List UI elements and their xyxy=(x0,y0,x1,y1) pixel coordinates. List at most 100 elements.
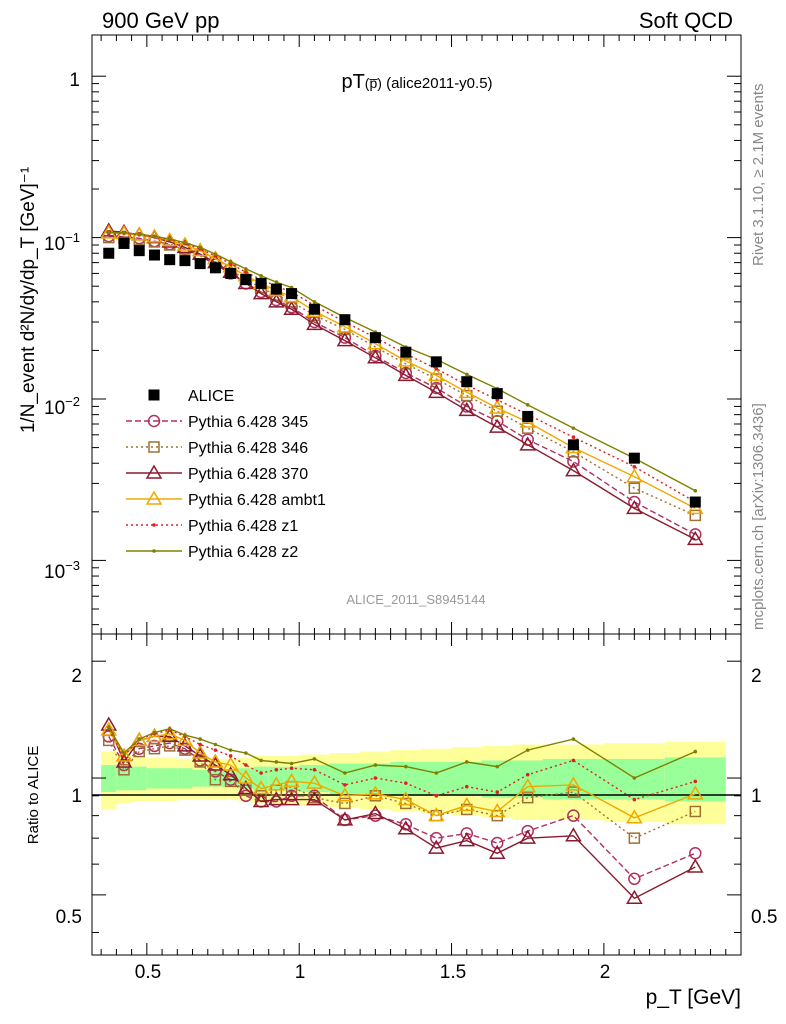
ratio-frame xyxy=(91,633,742,956)
ratio-series-group xyxy=(100,716,704,905)
ratio-point-5 xyxy=(106,725,111,730)
side-text-top: Rivet 3.1.10, ≥ 2.1M events xyxy=(750,84,767,267)
ratio-point-5 xyxy=(167,726,172,731)
ratio-point-1 xyxy=(118,764,130,776)
xtick-label-2: 2 xyxy=(600,962,611,983)
main-title-prefix: pT xyxy=(341,71,364,93)
alice-data-point xyxy=(491,388,503,400)
ratio-point-1 xyxy=(133,745,145,758)
legend-label: Pythia 6.428 370 xyxy=(188,466,308,483)
ratio-point-3 xyxy=(207,753,224,768)
band-inner xyxy=(101,765,117,793)
data-point-3 xyxy=(397,352,415,367)
ratio-point-5 xyxy=(122,751,126,755)
legend-label: Pythia 6.428 z1 xyxy=(188,518,298,535)
alice-data-point xyxy=(286,288,298,300)
series-line-0 xyxy=(108,235,696,536)
ratio-point-4 xyxy=(571,758,576,763)
ytick-label-e1: 10−1 xyxy=(44,230,80,255)
ratio-point-2 xyxy=(458,832,476,847)
alice-data-point xyxy=(164,254,176,266)
main-series-group xyxy=(100,222,704,546)
data-point-5 xyxy=(312,300,317,304)
ratio-point-3 xyxy=(237,769,255,784)
data-point-0 xyxy=(689,528,702,541)
legend-marker xyxy=(152,549,156,553)
data-point-4 xyxy=(571,435,576,439)
data-point-2 xyxy=(367,349,384,364)
data-point-2 xyxy=(252,285,270,300)
ytick-label-e3: 10−3 xyxy=(44,558,80,583)
data-point-2 xyxy=(427,383,445,399)
ratio-point-1 xyxy=(521,791,534,804)
ratio-point-2 xyxy=(488,844,506,860)
data-point-0 xyxy=(430,381,443,395)
ratio-point-2 xyxy=(207,756,224,771)
band-inner xyxy=(253,766,269,791)
band-inner xyxy=(162,768,178,789)
ratio-point-4 xyxy=(404,781,408,785)
data-point-5 xyxy=(106,230,111,235)
ratio-point-2 xyxy=(519,829,537,844)
ratio-point-3 xyxy=(565,776,582,791)
alice-data-point xyxy=(522,410,534,422)
ratio-point-1 xyxy=(400,797,412,810)
ratio-point-3 xyxy=(686,785,704,800)
ratio-tick-label-left-0.5: 0.5 xyxy=(56,907,82,928)
main-title-suffix: (alice2011-y0.5) xyxy=(382,75,493,92)
ratio-panel: 0.5 1 2 0.5 1 2 Ratio to ALICE 0.5 1 1.5… xyxy=(25,633,777,1009)
ratio-point-4 xyxy=(693,779,698,784)
alice-data-point xyxy=(118,237,130,249)
alice-data-point xyxy=(255,277,267,289)
ratio-point-4 xyxy=(464,784,469,789)
ratio-tick-label-right-0.5: 0.5 xyxy=(751,907,777,928)
ratio-point-0 xyxy=(430,831,443,845)
ratio-point-3 xyxy=(458,796,476,812)
ytick-label-e2-exp: −2 xyxy=(65,394,80,409)
data-point-2 xyxy=(306,315,323,331)
ratio-point-2 xyxy=(626,889,643,905)
ratio-tick-label-right-2: 2 xyxy=(751,666,762,687)
legend-marker xyxy=(148,441,160,453)
legend-label: ALICE xyxy=(188,388,234,405)
ratio-point-4 xyxy=(198,742,202,747)
ratio-tick-label-left-1: 1 xyxy=(71,786,82,807)
ratio-point-4 xyxy=(289,766,294,771)
header-right: Soft QCD xyxy=(639,8,733,33)
ratio-point-2 xyxy=(252,793,270,808)
data-point-2 xyxy=(519,436,537,451)
data-point-5 xyxy=(213,252,218,256)
ratio-point-0 xyxy=(567,809,580,822)
legend-label: Pythia 6.428 346 xyxy=(188,440,308,457)
ratio-point-5 xyxy=(183,733,187,737)
ratio-point-0 xyxy=(460,827,474,840)
ratio-point-0 xyxy=(399,818,413,831)
ratio-axis-ticks xyxy=(92,634,741,955)
alice-data-point xyxy=(270,283,282,295)
band-inner xyxy=(131,766,147,791)
ytick-label-e2: 10−2 xyxy=(44,394,80,419)
ytick-label-e3-base: 10 xyxy=(44,562,65,583)
ratio-point-0 xyxy=(689,847,702,860)
ratio-point-0 xyxy=(490,836,504,850)
ratio-point-0 xyxy=(628,872,641,886)
ratio-uncertainty-bands xyxy=(101,741,726,825)
ratio-point-5 xyxy=(693,749,698,754)
ratio-point-5 xyxy=(373,763,378,767)
ratio-tick-label-left-2: 2 xyxy=(71,666,82,687)
data-point-2 xyxy=(488,418,506,433)
data-point-5 xyxy=(693,488,698,493)
ratio-point-5 xyxy=(228,748,233,752)
alice-data-point xyxy=(179,255,191,267)
ratio-point-5 xyxy=(632,776,637,780)
data-point-4 xyxy=(244,270,248,275)
ratio-point-4 xyxy=(434,793,439,798)
ratio-point-3 xyxy=(397,791,415,806)
ratio-point-5 xyxy=(137,737,142,741)
ratio-point-4 xyxy=(259,771,263,775)
data-point-5 xyxy=(244,267,248,271)
ratio-point-1 xyxy=(194,756,206,768)
ratio-point-5 xyxy=(198,737,202,741)
data-point-1 xyxy=(628,482,641,494)
